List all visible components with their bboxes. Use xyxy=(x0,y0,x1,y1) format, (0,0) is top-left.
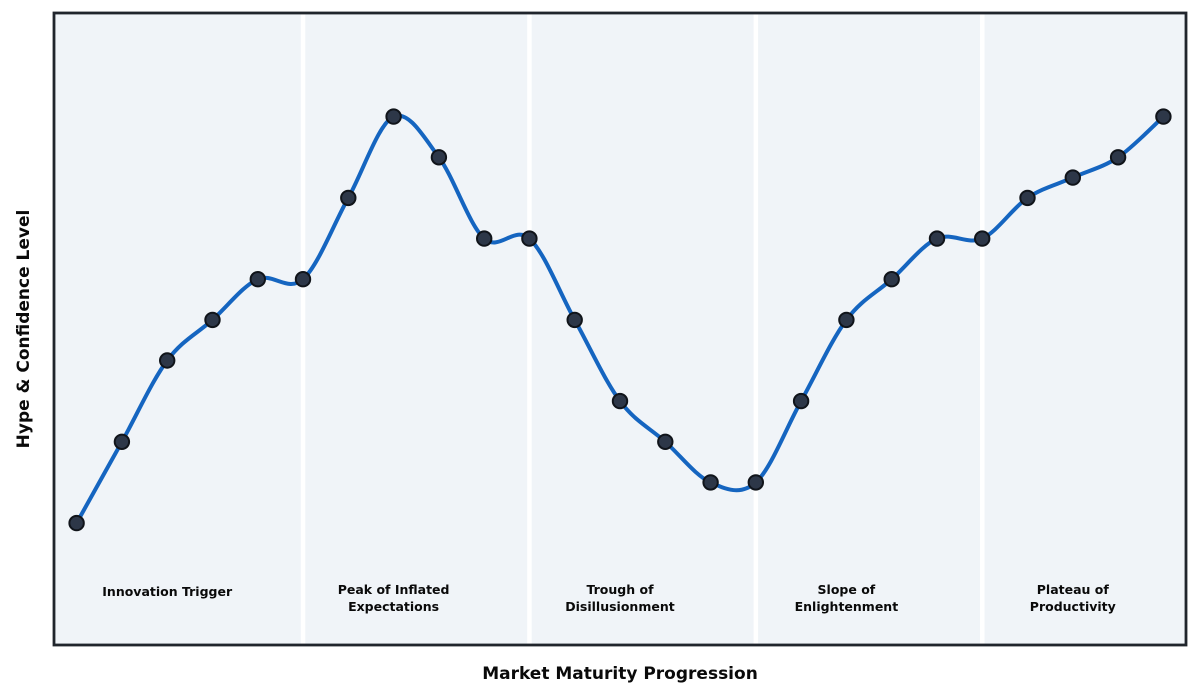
chart-dynamic: Innovation Trigger Peak of Inflated Expect… xyxy=(68,14,1172,644)
data-point-marker-20 xyxy=(974,230,991,247)
data-point-marker-22 xyxy=(1064,169,1082,186)
phase-label-4: Slope of Enlightenment xyxy=(795,582,899,614)
data-point-marker-18 xyxy=(883,271,900,288)
phase-label-2: Peak of Inflated Expectations xyxy=(338,582,450,614)
data-point-marker-15 xyxy=(747,474,764,491)
data-point-marker-9 xyxy=(476,230,493,247)
y-axis-label: Hype & Confidence Level xyxy=(14,210,34,449)
data-point-marker-13 xyxy=(657,433,674,450)
data-point-marker-19 xyxy=(928,230,946,247)
plot-frame xyxy=(52,11,1188,647)
phase-label-1: Innovation Trigger xyxy=(102,584,233,599)
data-point-marker-10 xyxy=(521,230,538,247)
phase-label-line: Peak of Inflated xyxy=(338,582,450,597)
data-point-marker-3 xyxy=(204,311,221,329)
plot-area xyxy=(54,13,1186,645)
phase-label-3: Trough of Disillusionment xyxy=(565,582,674,614)
phase-label-line: Productivity xyxy=(1030,599,1116,614)
phase-label-5: Plateau of Productivity xyxy=(1030,582,1116,614)
data-point-marker-24 xyxy=(1155,108,1172,125)
data-point-marker-0 xyxy=(68,514,85,532)
data-point-marker-4 xyxy=(249,271,266,288)
data-point-marker-12 xyxy=(611,392,629,410)
data-point-marker-16 xyxy=(792,392,810,410)
phase-label-line: Disillusionment xyxy=(565,599,674,614)
data-point-marker-2 xyxy=(159,352,176,369)
data-point-marker-1 xyxy=(113,433,131,450)
data-point-marker-8 xyxy=(430,149,448,166)
data-point-marker-11 xyxy=(566,311,583,329)
phase-label-line: Trough of xyxy=(586,582,654,597)
data-point-marker-23 xyxy=(1109,149,1127,166)
phase-label-line: Enlightenment xyxy=(795,599,899,614)
phase-label-line: Slope of xyxy=(818,582,876,597)
phase-label-line: Innovation Trigger xyxy=(102,584,233,599)
data-point-marker-6 xyxy=(340,189,357,207)
data-point-marker-21 xyxy=(1019,189,1036,207)
data-point-marker-14 xyxy=(702,474,719,491)
data-point-marker-17 xyxy=(838,311,855,329)
phase-label-line: Plateau of xyxy=(1037,582,1110,597)
data-point-marker-5 xyxy=(294,271,312,288)
phase-label-line: Expectations xyxy=(348,599,439,614)
x-axis-label: Market Maturity Progression xyxy=(482,664,758,684)
data-point-marker-7 xyxy=(385,108,402,125)
